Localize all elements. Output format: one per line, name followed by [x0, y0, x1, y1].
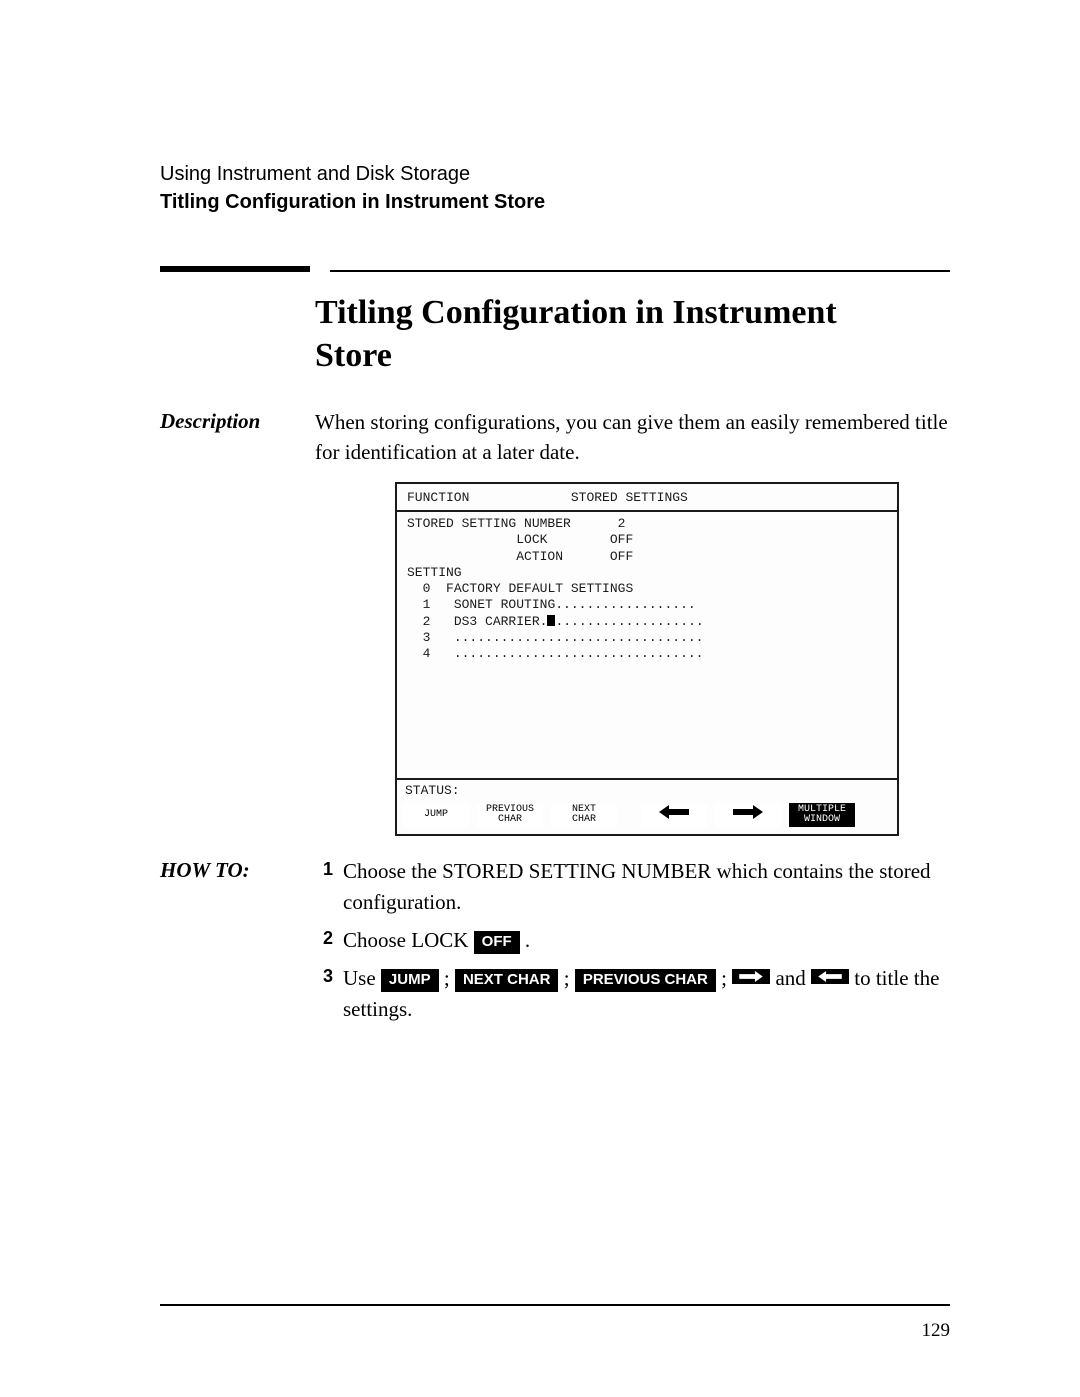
- scr-setting-label: SETTING: [407, 565, 887, 581]
- setting-row-1-idx: 1: [423, 597, 431, 612]
- step-3-sep3: ;: [716, 966, 732, 990]
- scr-lock-value: OFF: [610, 532, 633, 547]
- step-1: 1 Choose the STORED SETTING NUMBER which…: [315, 856, 950, 917]
- scr-status-label: STATUS:: [405, 783, 460, 799]
- step-3-and: and: [770, 966, 811, 990]
- scr-next-char-button[interactable]: NEXT CHAR: [551, 803, 617, 827]
- step-2-text-a: Choose LOCK: [343, 928, 474, 952]
- key-off: OFF: [474, 931, 520, 954]
- scr-multiple-window-button[interactable]: MULTIPLE WINDOW: [789, 803, 855, 827]
- setting-row-2-name: DS3 CARRIER.: [454, 614, 548, 629]
- step-3-sep1: ;: [439, 966, 455, 990]
- scr-action-value: OFF: [610, 549, 633, 564]
- howto-label: HOW TO:: [160, 856, 315, 883]
- key-jump: JUMP: [381, 969, 439, 992]
- step-2-num: 2: [315, 925, 333, 949]
- scr-function-value: STORED SETTINGS: [571, 490, 688, 505]
- title-rule: [160, 266, 950, 272]
- setting-row-0-name: FACTORY DEFAULT SETTINGS: [446, 581, 633, 596]
- setting-row-0-idx: 0: [423, 581, 431, 596]
- step-3-sep2: ;: [558, 966, 574, 990]
- rule-thick: [160, 266, 310, 272]
- arrow-left-icon: [659, 805, 689, 825]
- setting-row-3-idx: 3: [423, 630, 431, 645]
- scr-right-arrow-button[interactable]: [715, 803, 781, 827]
- key-next-char: NEXT CHAR: [455, 969, 559, 992]
- step-2: 2 Choose LOCK OFF .: [315, 925, 950, 955]
- setting-row-4-idx: 4: [423, 646, 431, 661]
- scr-ssn-label: STORED SETTING NUMBER: [407, 516, 571, 531]
- manual-page: Using Instrument and Disk Storage Titlin…: [0, 0, 1080, 1397]
- scr-action-label: ACTION: [516, 549, 563, 564]
- step-2-text-b: .: [520, 928, 531, 952]
- step-1-text: Choose the STORED SETTING NUMBER which c…: [343, 856, 950, 917]
- instrument-screenshot: FUNCTION STORED SETTINGS STORED SETTING …: [395, 482, 899, 836]
- key-arrow-left: [811, 969, 849, 984]
- scr-function-label: FUNCTION: [407, 490, 469, 505]
- scr-prev-char-button[interactable]: PREVIOUS CHAR: [477, 803, 543, 827]
- step-3-text-a: Use: [343, 966, 381, 990]
- page-number: 129: [160, 1320, 950, 1342]
- rule-thin: [330, 270, 950, 272]
- footer-rule: [160, 1304, 950, 1306]
- section-name: Titling Configuration in Instrument Stor…: [160, 188, 950, 216]
- step-3: 3 Use JUMP ; NEXT CHAR ; PREVIOUS CHAR ;…: [315, 963, 950, 1024]
- running-head: Using Instrument and Disk Storage Titlin…: [160, 160, 950, 216]
- scr-left-arrow-button[interactable]: [641, 803, 707, 827]
- cursor-icon: [547, 615, 555, 626]
- key-arrow-right: [732, 969, 770, 984]
- setting-row-2-idx: 2: [423, 614, 431, 629]
- step-1-num: 1: [315, 856, 333, 880]
- chapter-name: Using Instrument and Disk Storage: [160, 160, 950, 188]
- scr-jump-button[interactable]: JUMP: [403, 803, 469, 827]
- description-label: Description: [160, 407, 315, 434]
- description-text: When storing configurations, you can giv…: [315, 407, 950, 468]
- scr-ssn-value: 2: [618, 516, 626, 531]
- page-title: Titling Configuration in Instrument Stor…: [315, 292, 875, 377]
- key-previous-char: PREVIOUS CHAR: [575, 969, 716, 992]
- scr-lock-label: LOCK: [516, 532, 547, 547]
- arrow-right-icon: [733, 805, 763, 825]
- setting-row-1-name: SONET ROUTING: [454, 597, 555, 612]
- step-3-num: 3: [315, 963, 333, 987]
